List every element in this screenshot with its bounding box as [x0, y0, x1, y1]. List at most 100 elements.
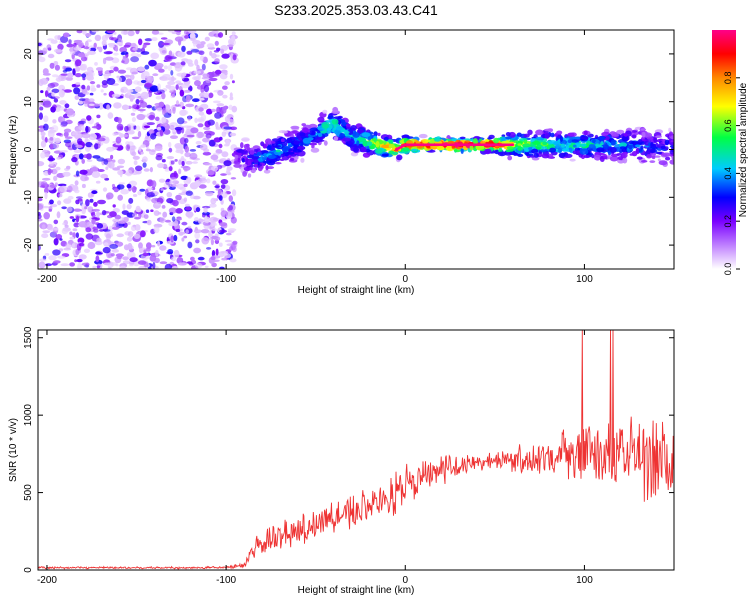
- noise-blob: [59, 185, 68, 193]
- noise-blob: [73, 139, 79, 146]
- noise-blob: [161, 159, 166, 163]
- noise-blob: [126, 251, 136, 259]
- noise-blob: [73, 149, 82, 153]
- signal-blob: [654, 155, 661, 158]
- noise-blob: [90, 87, 97, 92]
- noise-blob: [171, 266, 179, 269]
- noise-blob: [135, 125, 141, 131]
- noise-blob: [218, 143, 223, 149]
- noise-blob: [38, 261, 46, 269]
- signal-blob: [598, 152, 605, 156]
- noise-blob: [95, 180, 101, 184]
- noise-blob: [78, 100, 84, 105]
- signal-blob: [670, 135, 674, 140]
- signal-blob: [593, 154, 602, 161]
- signal-blob: [302, 137, 312, 144]
- signal-blob: [308, 142, 318, 146]
- noise-blob: [38, 244, 41, 251]
- noise-blob: [174, 126, 183, 131]
- signal-blob: [356, 129, 365, 134]
- spectrogram-x-label: Height of straight line (km): [298, 285, 415, 296]
- noise-blob: [157, 32, 164, 35]
- noise-blob: [88, 133, 98, 141]
- noise-blob: [186, 50, 193, 55]
- noise-blob: [218, 195, 223, 201]
- noise-blob: [198, 107, 204, 112]
- noise-blob: [45, 90, 48, 98]
- snr-x-label: Height of straight line (km): [298, 585, 415, 596]
- noise-blob: [148, 129, 155, 135]
- noise-blob: [77, 263, 82, 269]
- noise-blob: [103, 92, 107, 96]
- noise-blob: [170, 70, 174, 76]
- noise-blob: [203, 126, 211, 131]
- noise-blob: [160, 37, 168, 40]
- noise-blob: [59, 238, 63, 241]
- noise-blob: [181, 221, 188, 226]
- noise-blob: [133, 233, 141, 239]
- signal-blob: [260, 150, 269, 153]
- noise-blob: [157, 212, 162, 215]
- noise-blob: [38, 112, 44, 120]
- noise-blob: [186, 176, 192, 184]
- signal-blob: [352, 131, 360, 138]
- signal-blob: [290, 125, 300, 130]
- noise-blob: [117, 69, 127, 74]
- signal-blob: [655, 151, 663, 155]
- noise-blob: [176, 100, 179, 106]
- signal-blob: [298, 138, 303, 141]
- noise-blob: [195, 140, 202, 145]
- signal-blob: [301, 123, 307, 127]
- noise-blob: [232, 54, 237, 61]
- noise-blob: [231, 105, 238, 113]
- spectrogram-x-tick-label: -100: [216, 274, 236, 285]
- noise-blob: [198, 184, 207, 189]
- noise-blob: [143, 261, 149, 268]
- noise-blob: [91, 214, 96, 218]
- noise-blob: [184, 138, 189, 144]
- signal-blob: [331, 110, 340, 114]
- noise-blob: [103, 51, 113, 55]
- signal-blob: [300, 141, 304, 146]
- noise-blob: [100, 89, 104, 93]
- noise-blob: [56, 75, 62, 83]
- noise-blob: [179, 231, 186, 235]
- noise-blob: [117, 158, 126, 165]
- noise-blob: [125, 78, 133, 86]
- signal-blob: [353, 146, 359, 153]
- snr-y-tick-label: 500: [23, 484, 34, 501]
- noise-blob: [139, 188, 146, 192]
- signal-blob: [535, 136, 545, 141]
- noise-blob: [161, 42, 171, 46]
- noise-blob: [168, 141, 172, 148]
- noise-blob: [161, 50, 167, 54]
- noise-blob: [155, 116, 160, 122]
- noise-blob: [96, 223, 104, 229]
- noise-blob: [95, 251, 101, 254]
- noise-blob: [49, 62, 55, 69]
- signal-blob: [628, 140, 635, 145]
- noise-blob: [40, 131, 46, 137]
- noise-blob: [183, 89, 191, 93]
- signal-blob: [236, 153, 243, 156]
- noise-blob: [185, 128, 192, 136]
- noise-blob: [194, 262, 203, 269]
- signal-blob: [436, 145, 445, 151]
- signal-blob: [523, 139, 528, 144]
- noise-blob: [202, 205, 211, 209]
- noise-blob: [151, 37, 158, 42]
- noise-blob: [77, 41, 84, 48]
- signal-blob: [622, 135, 629, 140]
- signal-blob: [609, 147, 617, 153]
- noise-blob: [206, 108, 213, 115]
- signal-blob: [242, 170, 248, 177]
- noise-blob: [135, 165, 143, 172]
- noise-blob: [40, 185, 45, 188]
- noise-blob: [175, 228, 181, 233]
- spectrogram-y-tick-label: 0: [23, 146, 34, 152]
- noise-blob: [203, 162, 213, 166]
- signal-blob: [274, 162, 282, 165]
- noise-blob: [42, 149, 48, 153]
- noise-blob: [44, 153, 50, 158]
- noise-blob: [231, 31, 236, 36]
